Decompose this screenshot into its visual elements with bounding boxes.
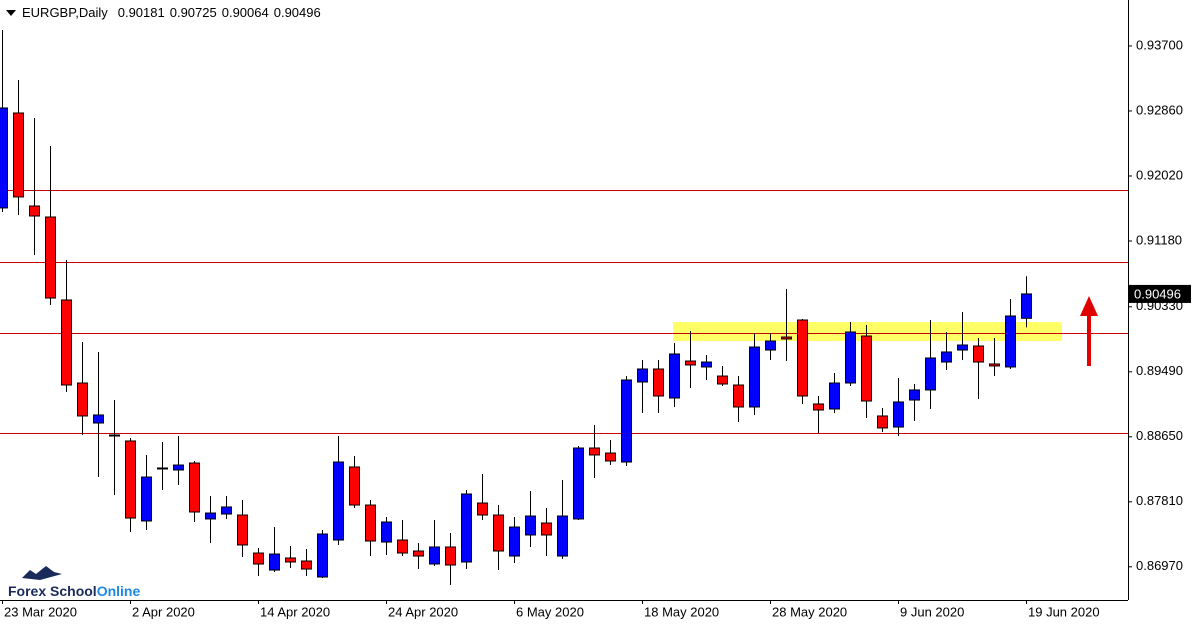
x-tick-label: 18 May 2020 — [644, 604, 719, 619]
low-value: 0.90064 — [222, 5, 269, 20]
candle-body — [1005, 315, 1016, 368]
candle-body — [909, 389, 920, 401]
brand-name: Forex School — [8, 583, 97, 599]
y-tick-label: 0.86970 — [1136, 558, 1183, 573]
candle-body — [253, 552, 264, 565]
x-tick-label: 28 May 2020 — [772, 604, 847, 619]
candle-body — [77, 382, 88, 417]
brand-suffix: Online — [97, 583, 141, 599]
candle-body — [1021, 293, 1032, 319]
candle-body — [221, 506, 232, 515]
candle-body — [973, 345, 984, 363]
close-value: 0.90496 — [274, 5, 321, 20]
y-tick-label: 0.93700 — [1136, 37, 1183, 52]
candle-body — [173, 464, 184, 471]
candle-body — [317, 533, 328, 578]
candle-body — [301, 560, 312, 570]
candle-body — [445, 546, 456, 566]
candle-body — [205, 512, 216, 520]
y-tick-label: 0.91180 — [1136, 232, 1182, 247]
candle-body — [989, 363, 1000, 367]
candle-body — [861, 335, 872, 402]
candle-body — [733, 384, 744, 408]
candle-body — [845, 331, 856, 384]
candle-body — [189, 462, 200, 513]
candle-body — [477, 502, 488, 516]
candle-body — [109, 434, 120, 437]
candle-body — [29, 205, 40, 217]
candle-body — [509, 526, 520, 557]
candle-body — [637, 368, 648, 383]
brand: Forex SchoolOnline — [8, 583, 140, 599]
candle-body — [493, 514, 504, 552]
candle-body — [349, 466, 360, 506]
candle-body — [61, 299, 72, 386]
candle-body — [45, 216, 56, 299]
candle-body — [573, 447, 584, 520]
x-tick-label: 9 Jun 2020 — [900, 604, 964, 619]
chart-header: EURGBP,Daily 0.90181 0.90725 0.90064 0.90496 — [22, 5, 321, 20]
candle-body — [525, 515, 536, 536]
candle-body — [717, 375, 728, 385]
candle-body — [429, 546, 440, 565]
candle-body — [957, 344, 968, 351]
chart-title: EURGBP,Daily — [22, 5, 108, 20]
candle-body — [0, 107, 8, 209]
high-value: 0.90725 — [170, 5, 217, 20]
candle-body — [93, 414, 104, 424]
price-box — [1129, 284, 1191, 303]
candle-body — [269, 553, 280, 571]
candle-body — [653, 368, 664, 397]
x-tick-label: 23 Mar 2020 — [4, 604, 77, 619]
candle-body — [893, 401, 904, 428]
y-tick-label: 0.92860 — [1136, 102, 1183, 117]
candle-body — [669, 353, 680, 399]
candle-body — [125, 440, 136, 519]
open-value: 0.90181 — [118, 5, 165, 20]
candle-body — [797, 319, 808, 397]
plot-area — [0, 29, 1128, 585]
candle-body — [621, 379, 632, 463]
candle-body — [829, 382, 840, 410]
y-tick-label: 0.87810 — [1136, 493, 1183, 508]
x-tick-label: 2 Apr 2020 — [132, 604, 195, 619]
x-tick-label: 6 May 2020 — [516, 604, 584, 619]
candle-body — [605, 452, 616, 462]
candle-body — [589, 447, 600, 456]
candle-body — [557, 515, 568, 557]
candle-body — [333, 461, 344, 541]
candle-body — [765, 340, 776, 351]
candle-body — [141, 476, 152, 522]
candle-body — [877, 415, 888, 429]
candle-body — [381, 521, 392, 543]
candle-body — [541, 522, 552, 536]
candle-body — [461, 493, 472, 563]
arrow — [1080, 296, 1098, 366]
candle-body — [157, 467, 168, 470]
menu-triangle[interactable] — [6, 10, 16, 16]
x-tick-label: 14 Apr 2020 — [260, 604, 330, 619]
candle-body — [813, 403, 824, 411]
logo: Forex SchoolOnline — [8, 566, 140, 599]
x-tick-label: 19 Jun 2020 — [1028, 604, 1100, 619]
candle-body — [749, 346, 760, 408]
y-tick-label: 0.92020 — [1136, 167, 1183, 182]
y-tick-label: 0.89490 — [1136, 363, 1183, 378]
candle-body — [365, 504, 376, 542]
candle-body — [397, 539, 408, 554]
price-label: 0.90496 — [1134, 286, 1181, 301]
x-tick-label: 24 Apr 2020 — [388, 604, 458, 619]
candle-body — [925, 357, 936, 391]
candle-body — [237, 514, 248, 546]
candle-body — [685, 360, 696, 366]
candle-body — [781, 336, 792, 340]
candle-body — [941, 351, 952, 363]
y-tick-label: 0.88650 — [1136, 428, 1183, 443]
candle-body — [13, 112, 24, 198]
candle-body — [701, 361, 712, 368]
candle-body — [413, 550, 424, 557]
candle-body — [285, 557, 296, 563]
